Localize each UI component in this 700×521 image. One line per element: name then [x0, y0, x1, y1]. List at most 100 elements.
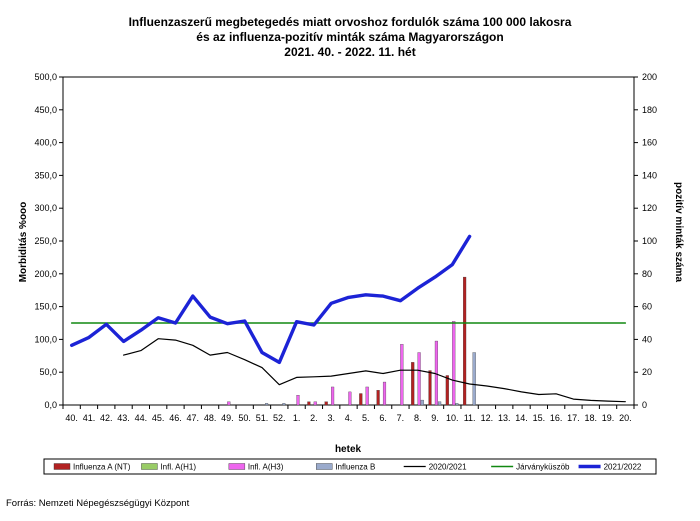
legend-label-2020-2021: 2020/2021	[429, 463, 467, 472]
y-tick-label-left: 50,0	[39, 367, 57, 377]
bar-infl-a-h3--4	[348, 391, 352, 406]
legend-label-j-rv-nyk-sz-b: Járványküszöb	[516, 463, 570, 472]
y-tick-label-left: 300,0	[34, 203, 57, 213]
y-axis-label-left: Morbiditás %ooo	[18, 202, 29, 283]
y-tick-label-right: 20	[642, 367, 652, 377]
legend-swatch-influenza-b	[316, 463, 333, 470]
y-tick-label-right: 180	[642, 105, 657, 115]
plot-area: 0,050,0100,0150,0200,0250,0300,0350,0400…	[34, 72, 657, 423]
bar-influenza-b-52	[282, 403, 286, 406]
bar-influenza-a-nt--9	[428, 370, 432, 406]
bar-infl-a-h3--9	[434, 340, 438, 406]
bar-influenza-b-11	[472, 352, 476, 406]
y-tick-label-left: 150,0	[34, 302, 57, 312]
y-tick-label-right: 160	[642, 138, 657, 148]
x-tick-label: 3.	[327, 413, 335, 423]
bar-influenza-b-10	[455, 403, 459, 406]
legend-label-influenza-b: Influenza B	[335, 463, 375, 472]
x-tick-label: 18.	[584, 413, 597, 423]
y-tick-label-left: 0,0	[44, 400, 57, 410]
bar-influenza-b-8	[420, 399, 424, 406]
x-tick-label: 4.	[345, 413, 353, 423]
x-tick-label: 51.	[256, 413, 269, 423]
y-tick-label-left: 350,0	[34, 170, 57, 180]
y-tick-label-left: 100,0	[34, 334, 57, 344]
y-tick-label-left: 500,0	[34, 72, 57, 82]
x-tick-label: 20.	[619, 413, 632, 423]
x-tick-label: 1.	[293, 413, 301, 423]
x-tick-label: 14.	[515, 413, 528, 423]
bar-influenza-a-nt--8	[411, 362, 415, 406]
y-tick-label-left: 450,0	[34, 105, 57, 115]
x-tick-label: 47.	[187, 413, 200, 423]
y-tick-label-left: 250,0	[34, 236, 57, 246]
x-tick-label: 46.	[169, 413, 182, 423]
legend-label-2021-2022: 2021/2022	[604, 463, 642, 472]
chart-title-line-2: és az influenza-pozitív minták száma Mag…	[196, 30, 503, 44]
y-tick-label-right: 40	[642, 334, 652, 344]
bar-infl-a-h3--10	[452, 321, 456, 406]
x-tick-label: 42.	[100, 413, 113, 423]
x-tick-label: 19.	[602, 413, 615, 423]
y-tick-label-right: 120	[642, 203, 657, 213]
bar-infl-a-h3--8	[417, 352, 421, 406]
y-axis-label-right: pozitív minták száma	[673, 182, 684, 282]
chart-title-line-3: 2021. 40. - 2022. 11. hét	[284, 45, 415, 59]
y-tick-label-right: 100	[642, 236, 657, 246]
legend-swatch-infl-a-h1-	[141, 463, 158, 470]
bar-influenza-a-nt--10	[445, 375, 449, 406]
y-tick-label-right: 200	[642, 72, 657, 82]
y-tick-label-left: 200,0	[34, 269, 57, 279]
x-tick-label: 5.	[362, 413, 370, 423]
bar-infl-a-h3--1	[296, 395, 300, 406]
line-series-2021-2022	[70, 234, 472, 365]
x-tick-label: 50.	[238, 413, 251, 423]
x-axis-label: hetek	[335, 444, 362, 455]
chart-title-line-1: Influenzaszerű megbetegedés miatt orvosh…	[129, 15, 572, 29]
x-tick-label: 44.	[135, 413, 148, 423]
x-tick-label: 13.	[498, 413, 511, 423]
y-tick-label-right: 80	[642, 269, 652, 279]
bar-infl-a-h3--5	[365, 386, 369, 406]
x-tick-label: 10.	[446, 413, 459, 423]
bar-influenza-a-nt--2	[307, 401, 311, 406]
x-tick-label: 6.	[379, 413, 387, 423]
bar-influenza-a-nt--11	[463, 276, 467, 406]
x-tick-label: 16.	[550, 413, 563, 423]
bar-infl-a-h3--2	[313, 401, 317, 406]
bar-infl-a-h3--3	[331, 386, 335, 406]
legend-swatch-infl-a-h3-	[228, 463, 246, 470]
x-tick-label: 41.	[83, 413, 96, 423]
x-tick-label: 12.	[481, 413, 494, 423]
bar-infl-a-h3--49	[227, 401, 231, 406]
legend-box	[43, 458, 657, 475]
x-tick-label: 17.	[567, 413, 580, 423]
y-tick-label-left: 400,0	[34, 138, 57, 148]
x-tick-label: 52.	[273, 413, 286, 423]
line-series-2020-2021	[123, 338, 626, 403]
y-tick-label-right: 60	[642, 302, 652, 312]
x-tick-label: 15.	[533, 413, 546, 423]
bar-infl-a-h3--7	[400, 344, 404, 406]
x-tick-label: 40.	[65, 413, 78, 423]
legend: Influenza A (NT) Infl. A(H1) Infl. A(H3) In…	[43, 458, 657, 475]
bar-infl-a-h3--6	[382, 381, 387, 406]
x-tick-label: 2.	[310, 413, 318, 423]
legend-label-infl-a-h3-: Infl. A(H3)	[248, 463, 284, 472]
bar-influenza-b-9	[438, 401, 442, 406]
x-tick-label: 8.	[414, 413, 422, 423]
legend-label-influenza-a-nt-: Influenza A (NT)	[73, 463, 131, 472]
x-tick-label: 11.	[464, 413, 476, 423]
x-tick-label: 45.	[152, 413, 165, 423]
y-tick-label-right: 0	[642, 400, 647, 410]
legend-swatch-influenza-a-nt-	[53, 463, 71, 470]
x-tick-label: 43.	[117, 413, 130, 423]
bar-influenza-a-nt--3	[324, 401, 328, 406]
bar-influenza-b-51	[265, 403, 269, 406]
plot-frame	[62, 76, 635, 406]
bar-influenza-a-nt--6	[376, 390, 380, 406]
source-note: Forrás: Nemzeti Népegészségügyi Központ	[6, 498, 190, 509]
x-tick-label: 49.	[221, 413, 234, 423]
bar-influenza-a-nt--5	[359, 393, 363, 406]
